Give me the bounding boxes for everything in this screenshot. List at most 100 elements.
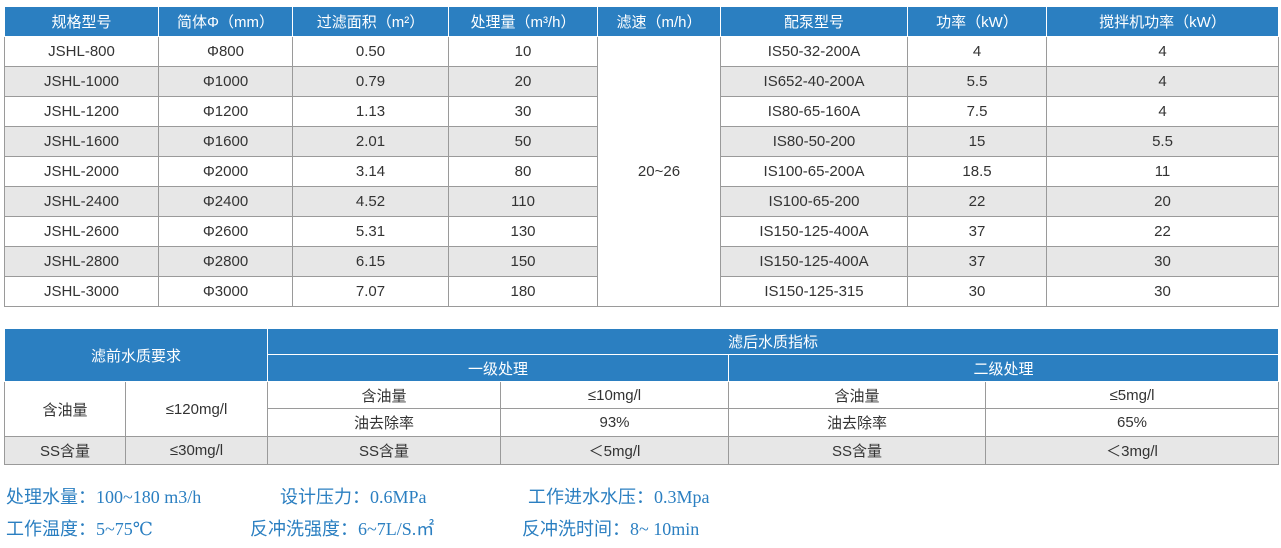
cell: Φ800 bbox=[158, 36, 293, 67]
cell: SS含量 bbox=[728, 436, 987, 465]
cell: IS652-40-200A bbox=[720, 66, 908, 97]
cell: 22 bbox=[1046, 216, 1279, 247]
cell: ≤10mg/l bbox=[500, 381, 730, 409]
cell: 80 bbox=[448, 156, 598, 187]
cell: IS100-65-200 bbox=[720, 186, 908, 217]
cell: 150 bbox=[448, 246, 598, 277]
cell: 含油量 bbox=[4, 381, 126, 437]
header-cell: 滤前水质要求 bbox=[3, 328, 269, 382]
header-cell: 一级处理 bbox=[267, 354, 730, 382]
cell: IS100-65-200A bbox=[720, 156, 908, 187]
note: 工作进水水压：0.3Mpa bbox=[528, 487, 710, 507]
cell: 4 bbox=[1046, 66, 1279, 97]
merged-cell: 20~26 bbox=[597, 36, 721, 307]
cell: JSHL-2800 bbox=[4, 246, 159, 277]
cell: 37 bbox=[907, 246, 1047, 277]
note: 反冲洗时间：8~ 10min bbox=[522, 519, 700, 539]
cell: 7.07 bbox=[292, 276, 449, 307]
header-cell: 功率（kW） bbox=[907, 6, 1047, 37]
cell: Φ2000 bbox=[158, 156, 293, 187]
cell: JSHL-800 bbox=[4, 36, 159, 67]
cell: 3.14 bbox=[292, 156, 449, 187]
cell: IS150-125-315 bbox=[720, 276, 908, 307]
cell: SS含量 bbox=[267, 436, 502, 465]
cell: 4.52 bbox=[292, 186, 449, 217]
cell: 180 bbox=[448, 276, 598, 307]
header-cell: 二级处理 bbox=[728, 354, 1280, 382]
cell: 30 bbox=[1046, 276, 1279, 307]
cell: 18.5 bbox=[907, 156, 1047, 187]
cell: JSHL-1000 bbox=[4, 66, 159, 97]
cell: JSHL-2000 bbox=[4, 156, 159, 187]
cell: IS50-32-200A bbox=[720, 36, 908, 67]
cell: ＜5mg/l bbox=[500, 436, 730, 465]
cell: Φ1000 bbox=[158, 66, 293, 97]
cell: JSHL-1200 bbox=[4, 96, 159, 127]
cell: 15 bbox=[907, 126, 1047, 157]
cell: 油去除率 bbox=[728, 408, 987, 437]
cell: 含油量 bbox=[728, 381, 987, 409]
cell: ＜3mg/l bbox=[985, 436, 1280, 465]
spec-table: 规格型号 简体Φ（mm） 过滤面积（m²） 处理量（m³/h） 滤速（m/h） 配泵型号功… bbox=[4, 6, 1279, 307]
cell: 30 bbox=[907, 276, 1047, 307]
cell: 20 bbox=[1046, 186, 1279, 217]
cell: 65% bbox=[985, 408, 1280, 437]
cell: 1.13 bbox=[292, 96, 449, 127]
cell: 4 bbox=[1046, 96, 1279, 127]
cell: Φ2400 bbox=[158, 186, 293, 217]
cell: 30 bbox=[448, 96, 598, 127]
cell: 含油量 bbox=[267, 381, 502, 409]
note: 处理水量：100~180 m3/h bbox=[6, 487, 202, 507]
cell: 130 bbox=[448, 216, 598, 247]
header-cell: 滤速（m/h） bbox=[597, 6, 721, 37]
cell: 10 bbox=[448, 36, 598, 67]
cell: 0.79 bbox=[292, 66, 449, 97]
cell: 20 bbox=[448, 66, 598, 97]
cell: 5.31 bbox=[292, 216, 449, 247]
header-cell: 配泵型号 bbox=[720, 6, 908, 37]
cell: 11 bbox=[1046, 156, 1279, 187]
note: 设计压力：0.6MPa bbox=[280, 487, 427, 507]
cell: IS80-65-160A bbox=[720, 96, 908, 127]
header-cell: 处理量（m³/h） bbox=[448, 6, 598, 37]
cell: Φ3000 bbox=[158, 276, 293, 307]
cell: JSHL-2600 bbox=[4, 216, 159, 247]
cell: 37 bbox=[907, 216, 1047, 247]
cell: JSHL-2400 bbox=[4, 186, 159, 217]
cell: 2.01 bbox=[292, 126, 449, 157]
cell: 4 bbox=[1046, 36, 1279, 67]
note: 反冲洗强度：6~7L/S.㎡ bbox=[250, 519, 435, 539]
cell: SS含量 bbox=[4, 436, 126, 465]
cell: Φ1200 bbox=[158, 96, 293, 127]
header-cell: 规格型号 bbox=[4, 6, 159, 37]
cell: Φ2600 bbox=[158, 216, 293, 247]
header-cell: 过滤面积（m²） bbox=[292, 6, 449, 37]
cell: 5.5 bbox=[1046, 126, 1279, 157]
cell: ≤30mg/l bbox=[124, 436, 269, 465]
cell: 110 bbox=[448, 186, 598, 217]
cell: IS150-125-400A bbox=[720, 246, 908, 277]
cell: 22 bbox=[907, 186, 1047, 217]
cell: 油去除率 bbox=[267, 408, 502, 437]
cell: Φ1600 bbox=[158, 126, 293, 157]
cell: 50 bbox=[448, 126, 598, 157]
header-cell: 搅拌机功率（kW） bbox=[1046, 6, 1279, 37]
header-cell: 滤后水质指标 bbox=[267, 328, 1280, 355]
cell: 30 bbox=[1046, 246, 1279, 277]
cell: IS150-125-400A bbox=[720, 216, 908, 247]
cell: JSHL-1600 bbox=[4, 126, 159, 157]
cell: 4 bbox=[907, 36, 1047, 67]
cell: ≤5mg/l bbox=[985, 381, 1280, 409]
cell: JSHL-3000 bbox=[4, 276, 159, 307]
water-quality-table: 滤前水质要求 滤后水质指标 一级处理 二级处理 含油量 ≤120mg/l 含油量 ≤… bbox=[3, 328, 1280, 465]
cell: Φ2800 bbox=[158, 246, 293, 277]
cell: 5.5 bbox=[907, 66, 1047, 97]
cell: 7.5 bbox=[907, 96, 1047, 127]
cell: 0.50 bbox=[292, 36, 449, 67]
note: 工作温度：5~75℃ bbox=[6, 519, 153, 539]
cell: ≤120mg/l bbox=[124, 381, 269, 437]
cell: 93% bbox=[500, 408, 730, 437]
cell: IS80-50-200 bbox=[720, 126, 908, 157]
cell: 6.15 bbox=[292, 246, 449, 277]
